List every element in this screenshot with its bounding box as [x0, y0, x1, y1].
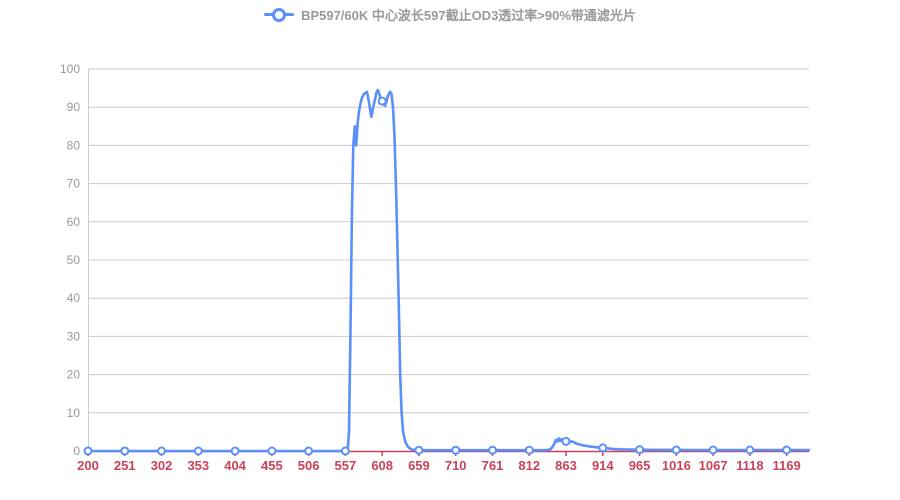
data-point-marker[interactable]: [83, 446, 93, 456]
x-axis-label: 1067: [699, 458, 728, 473]
x-axis-label: 557: [335, 458, 357, 473]
x-axis-label: 353: [187, 458, 209, 473]
legend-line-marker-icon: [264, 7, 295, 22]
y-axis-label: 100: [60, 62, 80, 76]
y-axis-label: 90: [67, 100, 81, 114]
x-axis-label: 302: [151, 458, 173, 473]
legend-label: BP597/60K 中心波长597截止OD3透过率>90%带通滤光片: [301, 8, 636, 23]
x-axis-label: 608: [371, 458, 393, 473]
series-line: [86, 88, 811, 453]
data-point-marker[interactable]: [267, 446, 277, 456]
x-axis-label: 710: [445, 458, 467, 473]
x-axis-label: 914: [592, 458, 614, 473]
data-point-marker[interactable]: [745, 445, 755, 455]
x-axis-label: 761: [482, 458, 504, 473]
x-axis-label: 1016: [662, 458, 691, 473]
data-point-marker[interactable]: [120, 446, 130, 456]
data-point-marker[interactable]: [377, 96, 387, 106]
legend: BP597/60K 中心波长597截止OD3透过率>90%带通滤光片: [0, 5, 900, 24]
data-point-marker[interactable]: [414, 445, 424, 455]
data-point-marker[interactable]: [451, 445, 461, 455]
x-axis-label: 455: [261, 458, 283, 473]
y-axis-label: 50: [67, 253, 81, 267]
x-axis-label: 863: [555, 458, 577, 473]
data-point-marker[interactable]: [340, 446, 350, 456]
data-point-marker[interactable]: [598, 443, 608, 453]
data-point-marker[interactable]: [304, 446, 314, 456]
data-point-marker[interactable]: [671, 445, 681, 455]
data-point-marker[interactable]: [193, 446, 203, 456]
x-axis-label: 404: [224, 458, 246, 473]
x-axis-label: 1118: [736, 458, 764, 473]
y-axis-label: 70: [67, 177, 81, 191]
legend-circle-icon: [272, 7, 287, 22]
data-point-marker[interactable]: [488, 445, 497, 455]
y-axis-label: 40: [67, 291, 81, 305]
data-point-marker[interactable]: [524, 445, 534, 455]
x-axis-label: 251: [114, 458, 136, 473]
data-point-marker[interactable]: [782, 445, 792, 455]
x-axis-label: 1169: [773, 458, 801, 473]
data-point-marker[interactable]: [635, 445, 645, 455]
y-axis-label: 0: [73, 444, 80, 458]
x-axis-label: 812: [518, 458, 540, 473]
legend-item[interactable]: BP597/60K 中心波长597截止OD3透过率>90%带通滤光片: [264, 5, 636, 24]
y-axis-label: 30: [67, 329, 81, 343]
data-point-marker[interactable]: [157, 446, 166, 456]
data-point-marker[interactable]: [708, 445, 718, 455]
data-point-marker[interactable]: [561, 436, 571, 446]
x-axis-label: 506: [298, 458, 320, 473]
y-axis-label: 10: [67, 406, 81, 420]
y-axis-label: 80: [67, 138, 81, 152]
x-axis-label: 659: [408, 458, 430, 473]
data-point-marker[interactable]: [230, 446, 240, 456]
x-axis-label: 965: [629, 458, 651, 473]
x-axis-label: 200: [77, 458, 99, 473]
y-axis-label: 60: [67, 215, 81, 229]
y-axis-label: 20: [67, 368, 81, 382]
